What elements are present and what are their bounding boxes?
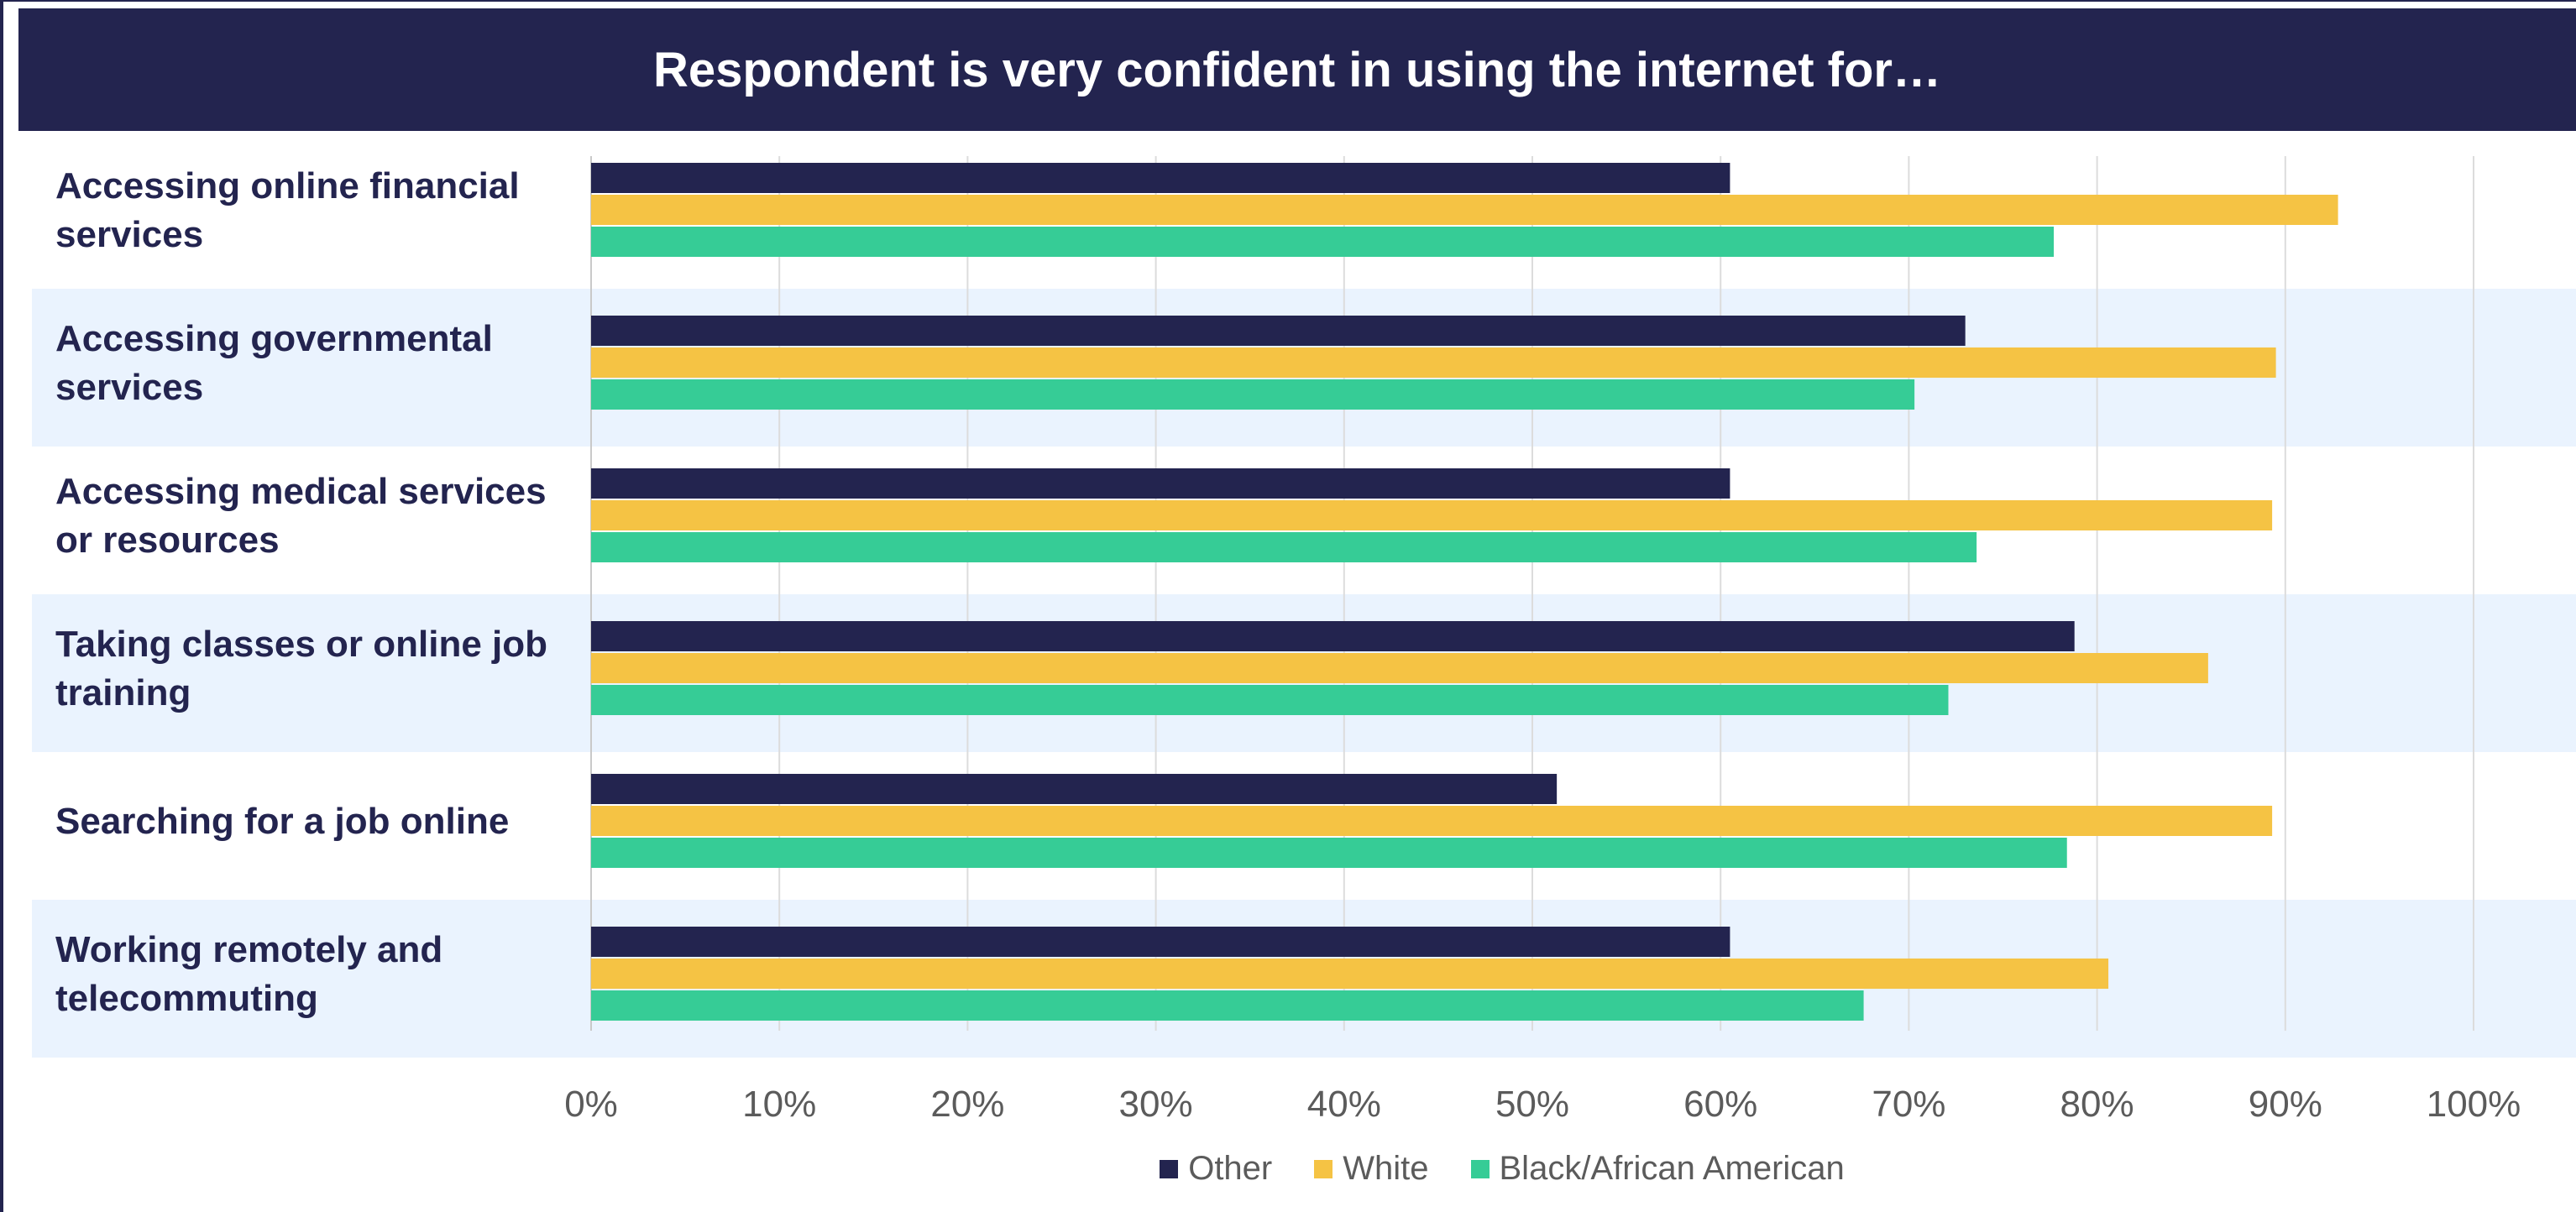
x-tick-label: 30% <box>1119 1084 1193 1125</box>
legend-swatch <box>1314 1159 1333 1178</box>
category-label: Accessing online financial services <box>55 165 520 255</box>
category-label: Taking classes or online job training <box>55 624 548 713</box>
x-tick-label: 70% <box>1872 1084 1945 1125</box>
legend: Other White Black/African American <box>0 1150 2576 1188</box>
legend-swatch <box>1470 1159 1490 1178</box>
x-tick-label: 60% <box>1683 1084 1757 1125</box>
category-label: Working remotely and telecommuting <box>55 929 443 1019</box>
legend-item: Black/African American <box>1470 1150 1845 1188</box>
bar-white <box>591 959 2109 989</box>
bar-white <box>591 500 2273 530</box>
bar-black-african-american <box>591 379 1915 410</box>
legend-label: White <box>1343 1150 1429 1187</box>
legend-swatch <box>1160 1159 1179 1178</box>
bar-other <box>591 621 2075 651</box>
bar-other <box>591 316 1966 346</box>
bar-black-african-american <box>591 227 2055 257</box>
chart-title: Respondent is very confident in using th… <box>18 8 2576 131</box>
bar-white <box>591 195 2338 225</box>
legend-item: Other <box>1160 1150 1272 1188</box>
bar-black-african-american <box>591 532 1977 562</box>
x-tick-label: 0% <box>564 1084 618 1125</box>
category-label: Accessing governmental services <box>55 318 493 408</box>
x-tick-label: 40% <box>1307 1084 1381 1125</box>
x-tick-label: 20% <box>930 1084 1004 1125</box>
bar-black-african-american <box>591 685 1949 715</box>
bar-white <box>591 806 2273 836</box>
legend-label: Black/African American <box>1499 1150 1845 1187</box>
bar-other <box>591 927 1730 957</box>
bar-black-african-american <box>591 990 1864 1021</box>
legend-item: White <box>1314 1150 1429 1188</box>
x-tick-label: 50% <box>1495 1084 1569 1125</box>
bar-other <box>591 774 1558 804</box>
bar-black-african-american <box>591 838 2067 868</box>
bar-other <box>591 468 1730 499</box>
x-tick-label: 80% <box>2060 1084 2134 1125</box>
category-label: Accessing medical services or resources <box>55 471 547 561</box>
bar-other <box>591 163 1730 193</box>
x-tick-label: 100% <box>2427 1084 2521 1125</box>
legend-label: Other <box>1188 1150 1273 1187</box>
category-label: Searching for a job online <box>55 801 510 842</box>
x-tick-label: 90% <box>2249 1084 2322 1125</box>
bar-white <box>591 653 2208 683</box>
bar-white <box>591 347 2276 378</box>
x-tick-label: 10% <box>742 1084 816 1125</box>
